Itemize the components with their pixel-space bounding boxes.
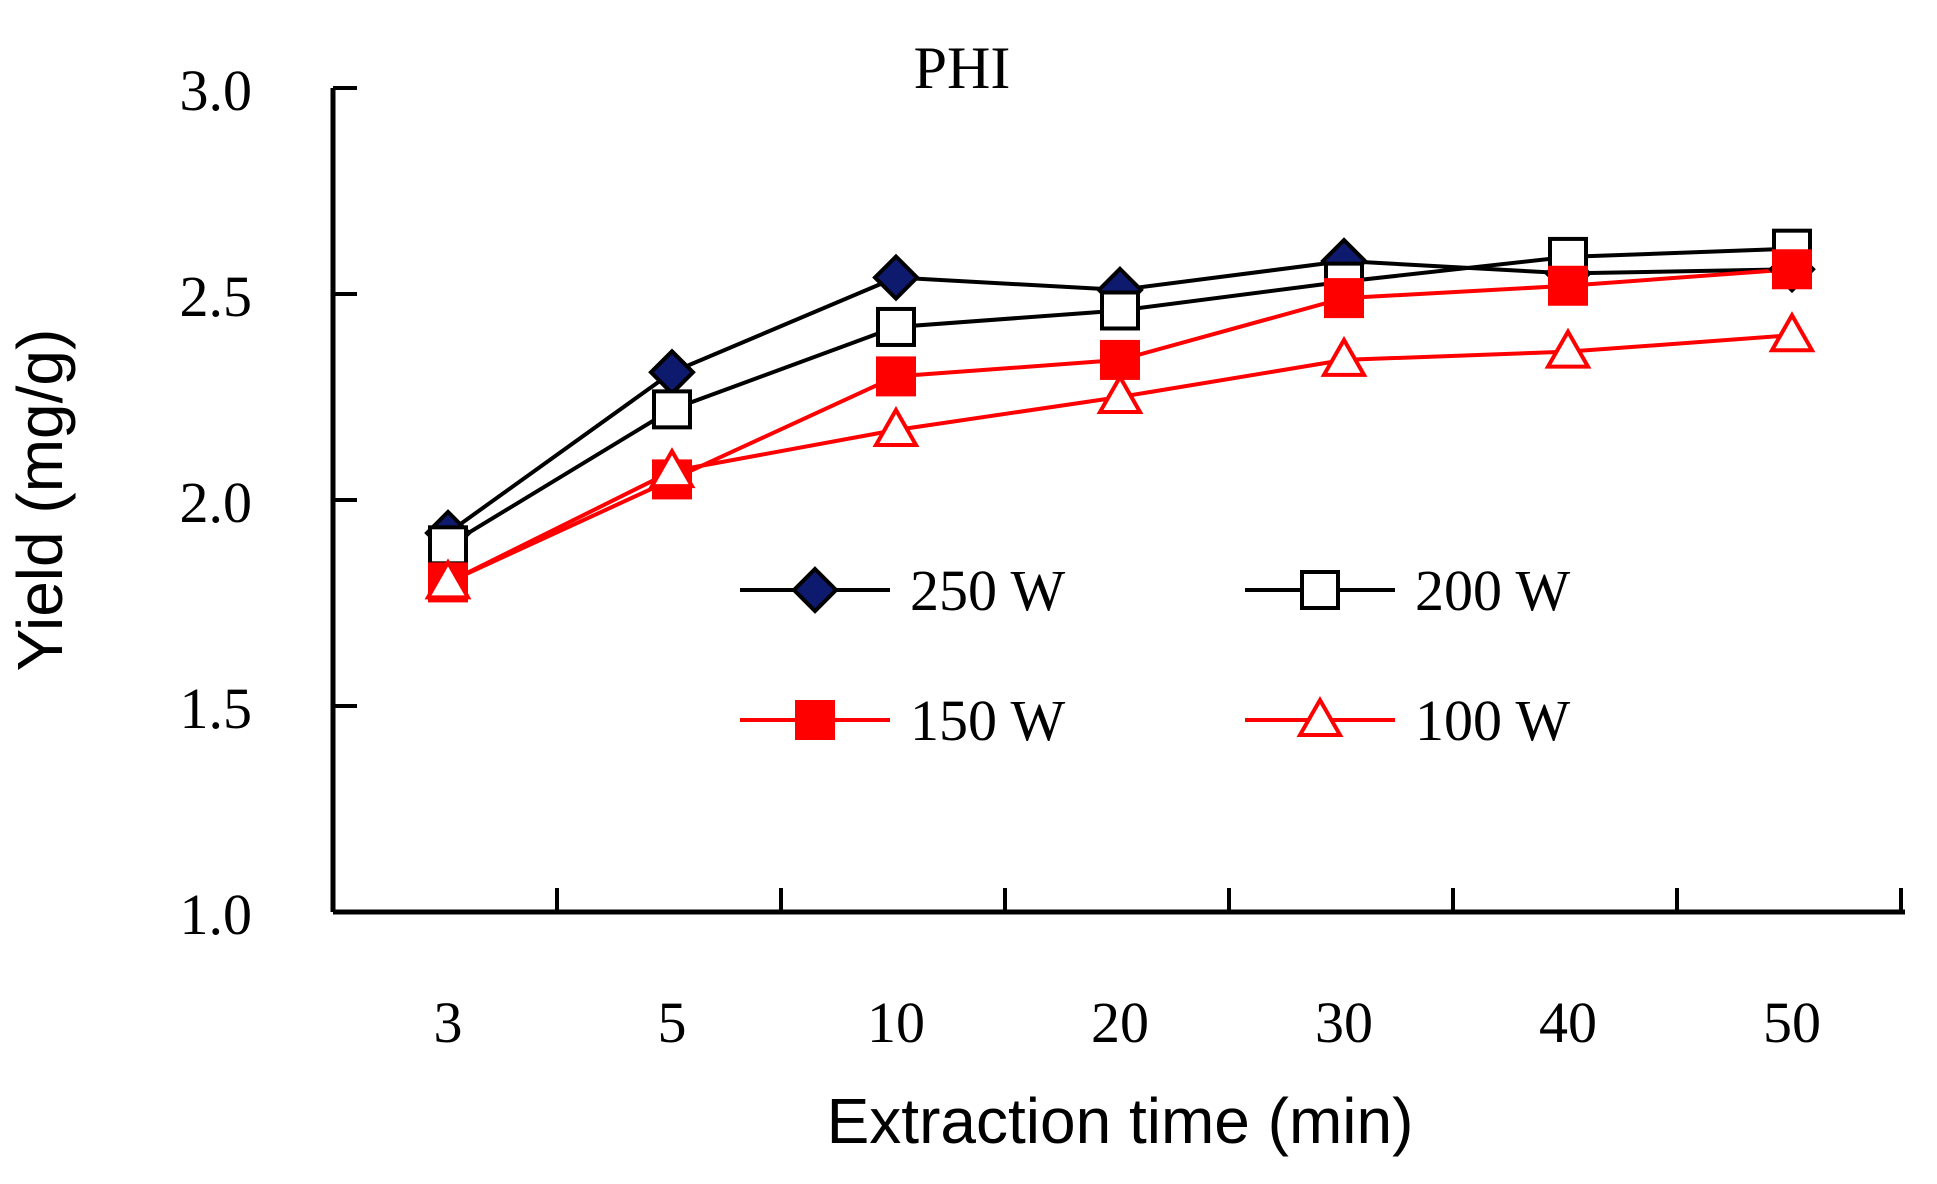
x-ticks: 3 5 10 20 30 40 50 bbox=[434, 888, 1903, 1055]
y-tick-label: 1.0 bbox=[180, 882, 253, 947]
x-tick-label: 3 bbox=[434, 990, 463, 1055]
data-point bbox=[876, 306, 916, 347]
y-tick-label: 1.5 bbox=[180, 676, 253, 741]
legend-marker bbox=[795, 700, 835, 740]
y-axis-label: Yield (mg/g) bbox=[4, 329, 76, 672]
x-tick-label: 30 bbox=[1315, 990, 1373, 1055]
data-point bbox=[1100, 290, 1140, 331]
y-tick-label: 3.0 bbox=[180, 58, 253, 123]
data-point bbox=[872, 405, 920, 447]
legend-item: 100 W bbox=[1245, 688, 1570, 753]
y-ticks: 1.0 1.5 2.0 2.5 3.0 bbox=[180, 58, 357, 947]
x-axis-label: Extraction time (min) bbox=[827, 1085, 1414, 1157]
legend-marker bbox=[1296, 695, 1344, 737]
data-point bbox=[1096, 372, 1144, 414]
legend-label: 250 W bbox=[910, 558, 1065, 623]
data-point bbox=[1324, 278, 1364, 319]
x-tick-label: 50 bbox=[1763, 990, 1821, 1055]
x-tick-label: 40 bbox=[1539, 990, 1597, 1055]
series-markers bbox=[424, 228, 1816, 603]
legend-marker bbox=[1300, 570, 1340, 610]
x-tick-label: 20 bbox=[1091, 990, 1149, 1055]
legend-item: 150 W bbox=[740, 688, 1065, 753]
chart-title: PHI bbox=[914, 35, 1011, 101]
data-point bbox=[428, 525, 468, 566]
data-point bbox=[872, 253, 920, 302]
y-tick-label: 2.5 bbox=[180, 264, 253, 329]
data-point bbox=[1544, 327, 1592, 369]
y-tick-label: 2.0 bbox=[180, 470, 253, 535]
legend-item: 250 W bbox=[740, 558, 1065, 623]
data-point bbox=[1548, 265, 1588, 306]
x-tick-label: 5 bbox=[658, 990, 687, 1055]
data-point bbox=[876, 356, 916, 397]
data-point bbox=[1100, 339, 1140, 380]
data-point bbox=[648, 348, 696, 397]
legend-marker bbox=[791, 566, 839, 614]
x-tick-label: 10 bbox=[867, 990, 925, 1055]
legend: 250 W 200 W 150 W 100 W bbox=[740, 558, 1570, 753]
data-point bbox=[1768, 311, 1816, 353]
data-point bbox=[648, 447, 696, 489]
data-point bbox=[1320, 335, 1368, 377]
data-point bbox=[424, 558, 472, 600]
legend-label: 200 W bbox=[1415, 558, 1570, 623]
axes bbox=[330, 88, 1905, 915]
legend-item: 200 W bbox=[1245, 558, 1570, 623]
legend-label: 150 W bbox=[910, 688, 1065, 753]
data-point bbox=[652, 389, 692, 430]
legend-label: 100 W bbox=[1415, 688, 1570, 753]
data-point bbox=[1772, 249, 1812, 290]
